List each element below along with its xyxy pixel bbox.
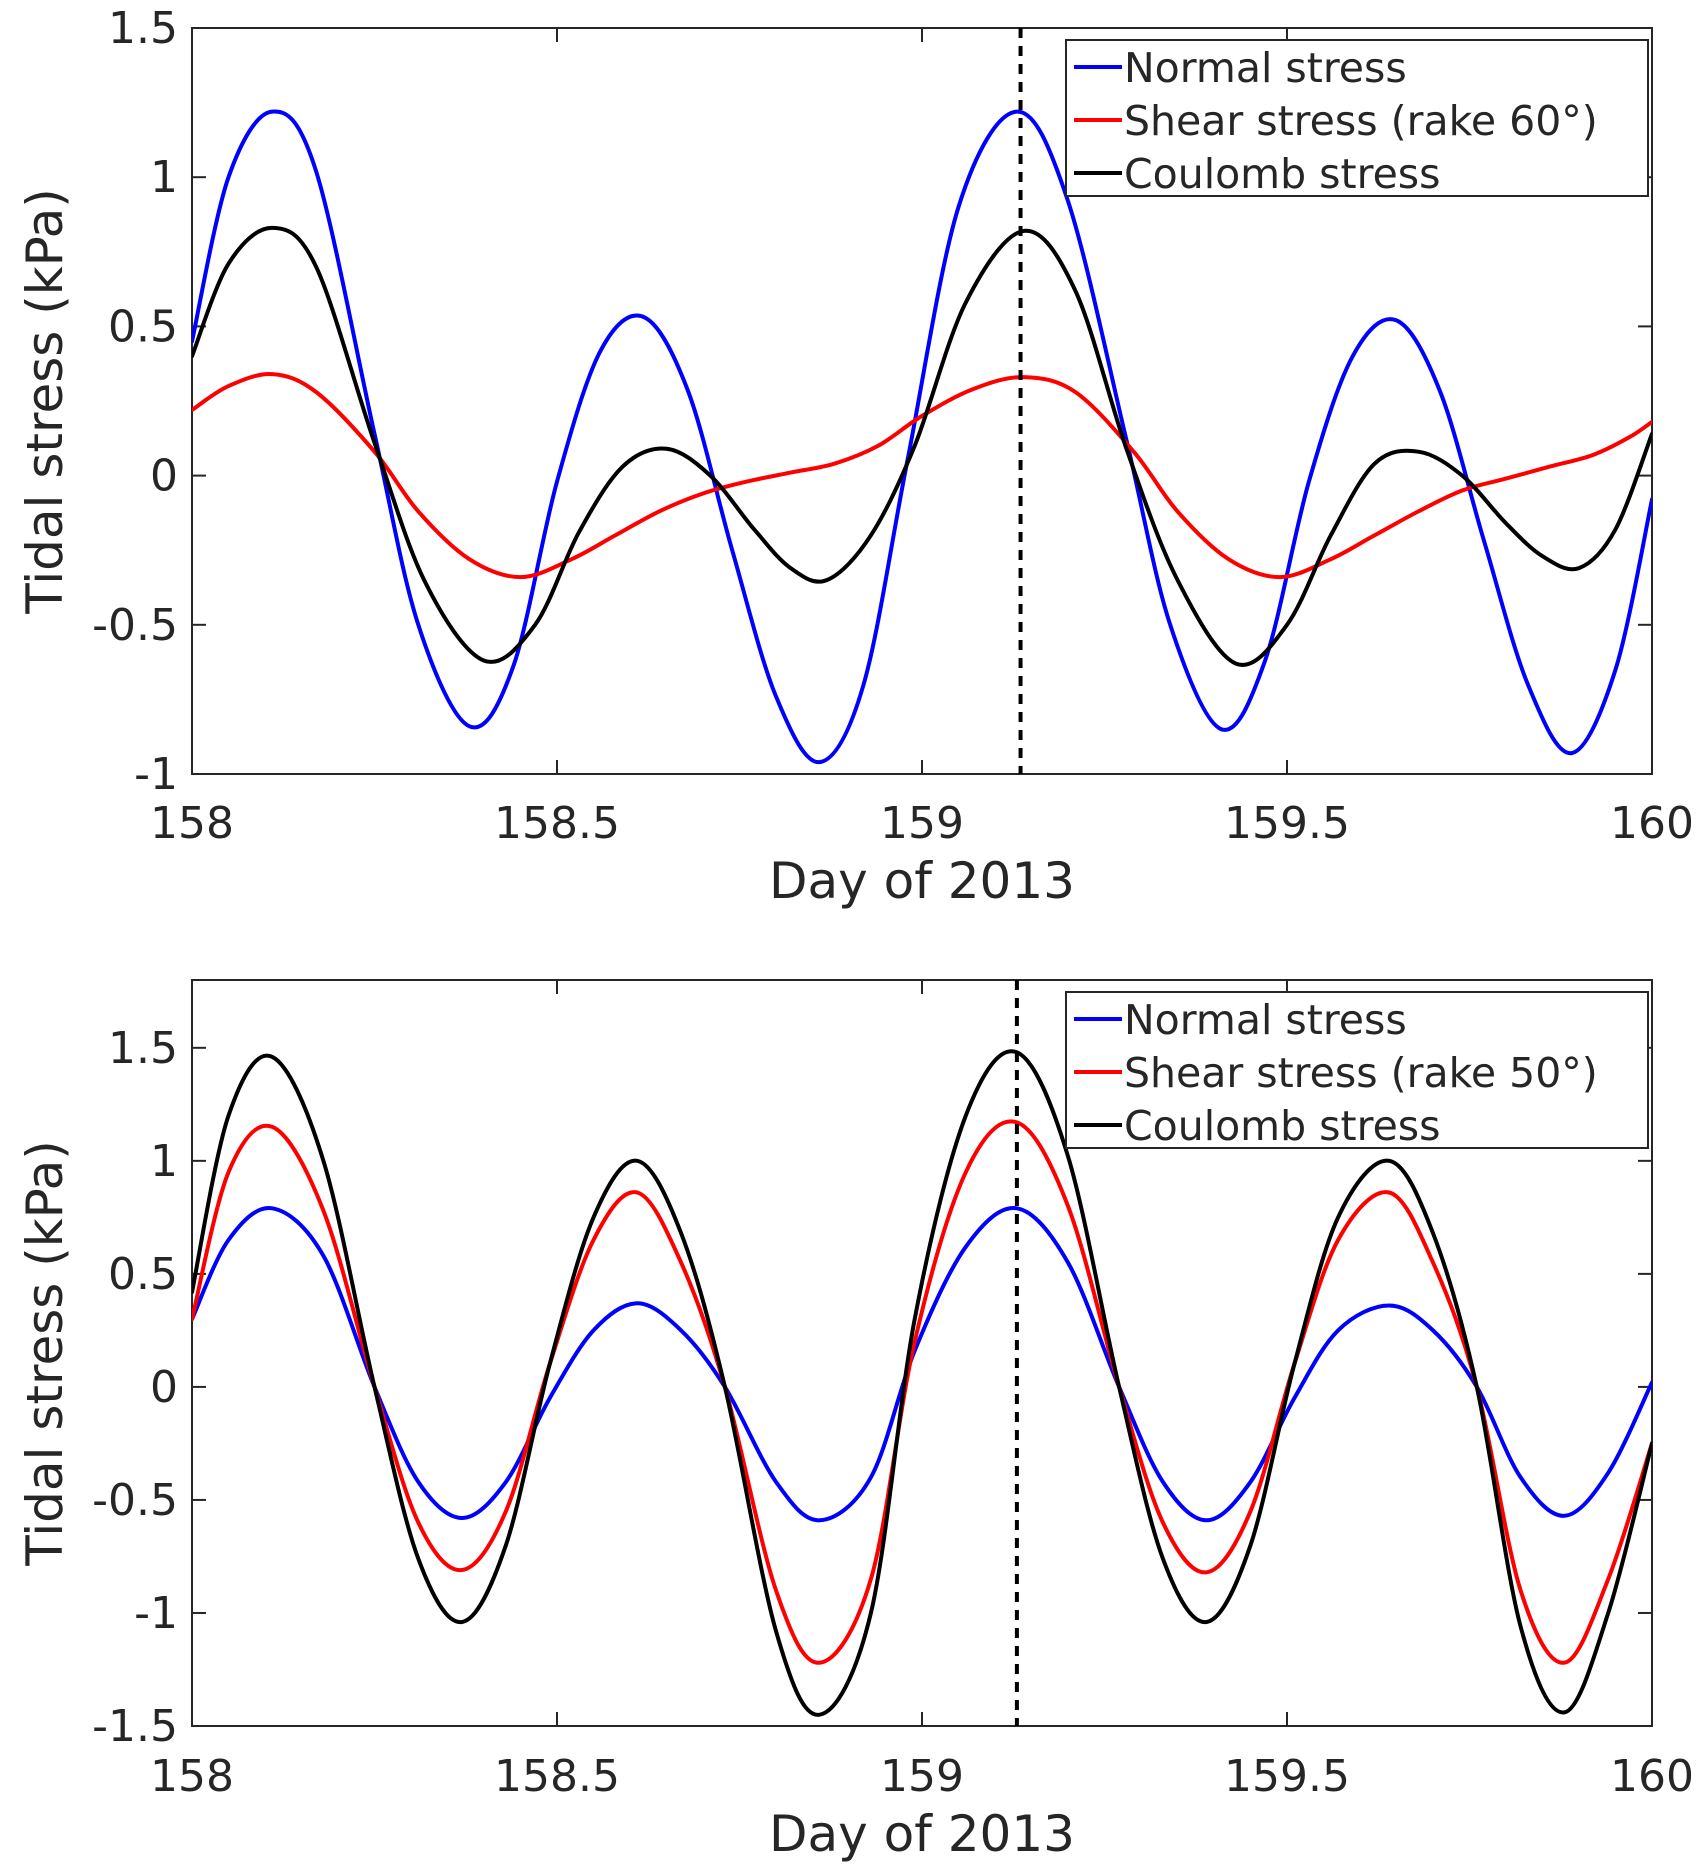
legend: Normal stress Shear stress (rake 60°) Coul… (1065, 39, 1649, 198)
y-tick-label: -1 (134, 749, 178, 800)
legend-entry-label: Shear stress (rake 60°) (1124, 97, 1598, 145)
legend-entry-label: Coulomb stress (1124, 150, 1441, 198)
y-tick-label: 1.5 (108, 3, 178, 54)
x-tick-label: 160 (1610, 1751, 1694, 1802)
y-axis-label: Tidal stress (kPa) (16, 1140, 74, 1566)
x-tick-label: 159 (880, 1751, 964, 1802)
x-tick-label: 160 (1610, 798, 1694, 849)
legend: Normal stress Shear stress (rake 50°) Coul… (1065, 991, 1649, 1150)
y-tick-label: 0.5 (108, 1249, 178, 1300)
series-line-shear-stress (192, 372, 1652, 580)
series-line-coulomb-stress (192, 225, 1652, 667)
y-tick-label: -0.5 (92, 600, 178, 651)
legend-entry-label: Coulomb stress (1124, 1102, 1441, 1150)
x-tick-label: 159 (880, 798, 964, 849)
series-line-normal-stress (192, 109, 1652, 765)
y-tick-label: -1 (134, 1588, 178, 1639)
x-tick-label: 158 (150, 798, 234, 849)
y-tick-label: 1 (150, 152, 178, 203)
x-tick-label: 159.5 (1224, 798, 1350, 849)
legend-box (1065, 39, 1649, 197)
series-line-shear-stress (192, 1119, 1652, 1665)
y-axis-label: Tidal stress (kPa) (16, 188, 74, 614)
y-tick-label: 1.5 (108, 1023, 178, 1074)
y-tick-label: -0.5 (92, 1475, 178, 1526)
x-tick-label: 159.5 (1224, 1751, 1350, 1802)
x-axis-label: Day of 2013 (769, 1805, 1075, 1863)
x-tick-label: 158.5 (494, 798, 620, 849)
x-tick-label: 158.5 (494, 1751, 620, 1802)
y-tick-label: 0.5 (108, 301, 178, 352)
y-tick-label: 0 (150, 451, 178, 502)
series-line-coulomb-stress (192, 1049, 1652, 1717)
y-tick-label: 0 (150, 1362, 178, 1413)
legend-entry-label: Shear stress (rake 50°) (1124, 1049, 1598, 1097)
y-tick-label: -1.5 (92, 1701, 178, 1752)
top-chart-panel: 158 158.5 159 159.5 160 -1 -0.5 0 0.5 1 1.5 Day of … (16, 3, 1694, 910)
legend-box (1065, 991, 1649, 1149)
bottom-chart-panel: 158 158.5 159 159.5 160 -1.5 -1 -0.5 0 0.5 1 1.5 Day… (16, 979, 1694, 1863)
y-tick-label: 1 (150, 1136, 178, 1187)
x-tick-label: 158 (150, 1751, 234, 1802)
legend-entry-label: Normal stress (1124, 44, 1407, 92)
x-axis-label: Day of 2013 (769, 852, 1075, 910)
legend-entry-label: Normal stress (1124, 996, 1407, 1044)
